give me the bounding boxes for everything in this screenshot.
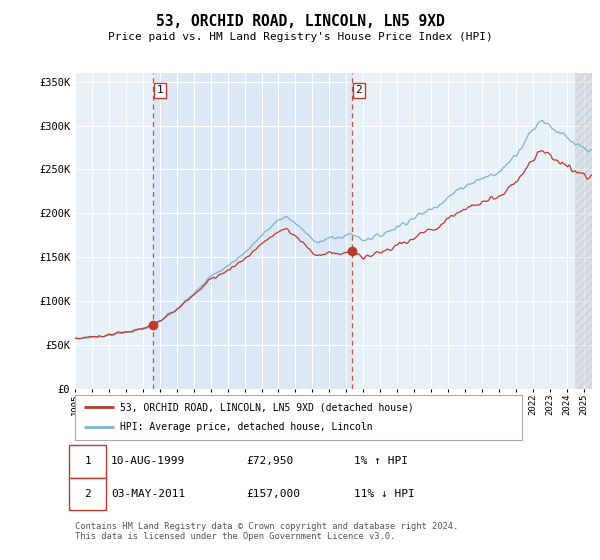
Text: Contains HM Land Registry data © Crown copyright and database right 2024.
This d: Contains HM Land Registry data © Crown c…	[75, 522, 458, 542]
Bar	[575, 73, 592, 389]
Text: £72,950: £72,950	[246, 456, 293, 466]
Text: 03-MAY-2011: 03-MAY-2011	[111, 489, 185, 499]
Text: Price paid vs. HM Land Registry's House Price Index (HPI): Price paid vs. HM Land Registry's House …	[107, 32, 493, 42]
Text: 11% ↓ HPI: 11% ↓ HPI	[354, 489, 415, 499]
Bar	[75, 73, 153, 389]
Text: 10-AUG-1999: 10-AUG-1999	[111, 456, 185, 466]
Text: 1: 1	[157, 85, 163, 95]
Text: 2: 2	[355, 85, 362, 95]
Text: 2: 2	[84, 489, 91, 499]
Text: 53, ORCHID ROAD, LINCOLN, LN5 9XD: 53, ORCHID ROAD, LINCOLN, LN5 9XD	[155, 14, 445, 29]
Bar	[352, 73, 592, 389]
Text: 53, ORCHID ROAD, LINCOLN, LN5 9XD (detached house): 53, ORCHID ROAD, LINCOLN, LN5 9XD (detac…	[120, 402, 414, 412]
Text: 1% ↑ HPI: 1% ↑ HPI	[354, 456, 408, 466]
Text: £157,000: £157,000	[246, 489, 300, 499]
Text: 1: 1	[84, 456, 91, 466]
Text: HPI: Average price, detached house, Lincoln: HPI: Average price, detached house, Linc…	[120, 422, 373, 432]
